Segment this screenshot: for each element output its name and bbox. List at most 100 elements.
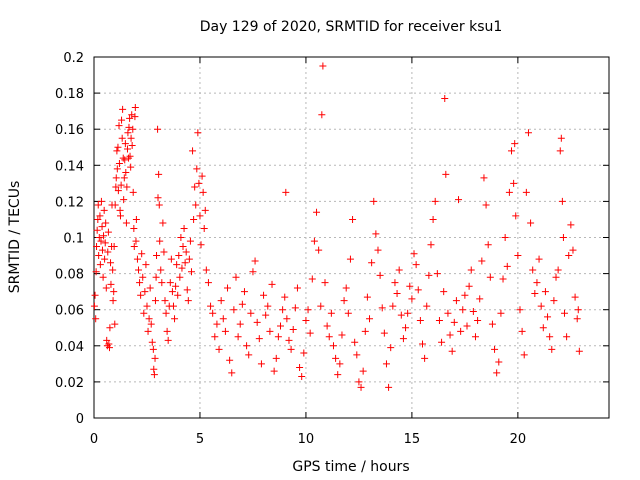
data-point [234,333,242,341]
data-point [90,302,98,310]
data-point [192,201,200,209]
data-point [191,183,199,191]
data-point [181,259,189,267]
data-point [342,284,350,292]
x-tick-label: 5 [196,432,204,447]
data-point [495,358,503,366]
data-point [236,320,244,328]
data-point [539,324,547,332]
data-point [120,174,128,182]
data-point [132,215,140,223]
chart-title: Day 129 of 2020, SRMTID for receiver ksu… [200,19,503,35]
data-point [491,345,499,353]
data-point [228,369,236,377]
data-point [296,363,304,371]
data-point [376,271,384,279]
data-point [380,329,388,337]
data-point [159,219,167,227]
data-point [283,315,291,323]
data-point [169,302,177,310]
data-point [109,297,117,305]
data-point [262,311,270,319]
data-point [103,336,111,344]
data-point [177,234,185,241]
data-point [105,340,113,348]
data-point [140,309,148,317]
data-point [171,315,179,323]
data-point [336,360,344,368]
data-point [147,320,155,328]
data-point [245,351,253,359]
y-tick-label: 0.16 [55,123,84,138]
data-point [118,116,126,124]
data-point [554,266,562,274]
y-tick-label: 0.02 [55,376,84,391]
plot-frame [93,56,610,419]
data-point [104,248,112,256]
data-point [397,311,405,319]
y-axis-label: SRMTID / TECUs [7,181,23,294]
data-point [527,219,535,227]
data-point [302,317,310,325]
data-point [100,232,108,240]
data-point [253,318,261,326]
data-point [349,215,357,223]
data-point [131,113,139,121]
data-point [574,306,582,314]
data-point [427,241,435,249]
data-point [484,241,492,249]
data-point [184,297,192,305]
data-point [535,255,543,263]
data-point [353,351,361,359]
data-point [291,304,299,312]
data-point [319,62,327,70]
data-point [575,347,583,355]
data-point [438,338,446,346]
data-point [211,333,219,341]
data-point [511,140,519,148]
data-point [221,327,229,335]
data-point [97,197,105,205]
data-point [346,255,354,263]
data-point [282,188,290,196]
data-point [505,188,513,196]
data-point [557,134,565,142]
data-point [111,320,119,328]
data-point [300,349,308,357]
data-point [126,114,134,122]
data-point [546,333,554,341]
data-point [196,212,204,220]
data-point [195,179,203,187]
data-point [399,335,407,343]
data-point [251,257,259,265]
data-point [148,338,156,346]
data-point [338,331,346,339]
data-point [556,147,564,155]
data-point [150,371,158,379]
data-point [141,288,149,296]
x-tick-label: 10 [298,432,315,447]
data-point [125,123,133,131]
data-point [518,327,526,335]
data-point [429,215,437,223]
data-point [524,129,532,137]
data-point [128,111,136,119]
y-tick-label: 0.06 [55,304,84,319]
data-point [127,163,135,171]
data-point [444,309,452,317]
data-point [139,273,147,281]
data-point [114,143,122,151]
data-point [111,201,119,209]
data-points [90,62,583,391]
data-point [533,279,541,287]
x-axis-label: GPS time / hours [292,459,409,475]
data-point [123,183,131,191]
data-point [131,104,139,112]
data-point [117,181,125,189]
data-point [97,237,105,245]
data-point [452,297,460,305]
data-point [387,344,395,352]
data-point [318,111,326,119]
data-point [255,335,263,343]
data-point [467,266,475,274]
